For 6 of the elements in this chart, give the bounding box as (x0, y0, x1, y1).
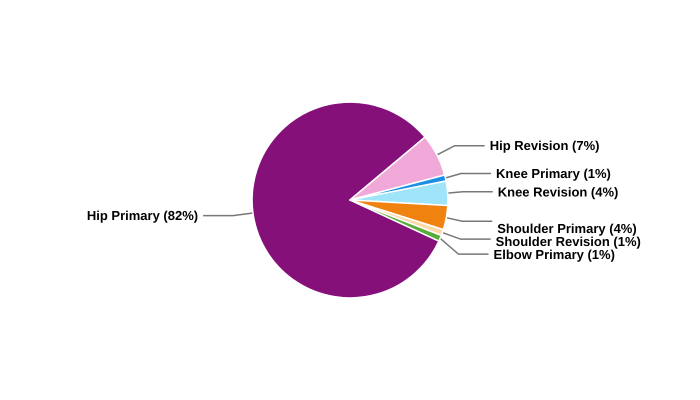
slice-label: Hip Primary (82%) (86, 208, 198, 224)
slice-label: Shoulder Primary (4%) (497, 221, 637, 236)
slice-label: Elbow Primary (1%) (494, 247, 615, 262)
slice-label: Hip Revision (7%) (490, 138, 600, 154)
slice-label: Knee Revision (4%) (498, 184, 618, 200)
slice-label: Knee Primary (1%) (496, 166, 611, 181)
